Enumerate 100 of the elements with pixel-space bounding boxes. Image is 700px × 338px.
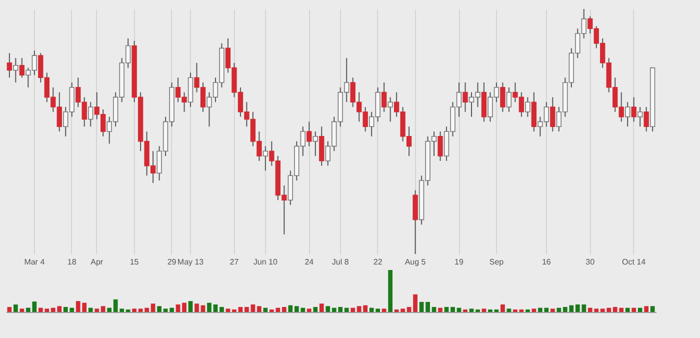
bar xyxy=(519,309,524,312)
bar xyxy=(500,304,505,312)
bar xyxy=(400,308,405,312)
candlestick xyxy=(19,58,25,78)
bar xyxy=(250,304,256,312)
candlestick xyxy=(88,102,94,128)
bar xyxy=(94,308,100,312)
bar xyxy=(257,306,262,312)
bar xyxy=(344,308,349,312)
bar xyxy=(476,309,480,312)
candlestick xyxy=(438,131,443,162)
bar xyxy=(506,308,512,312)
bar xyxy=(88,308,93,312)
bar xyxy=(20,308,24,312)
candlestick xyxy=(312,131,318,156)
bar xyxy=(625,308,630,312)
bar xyxy=(150,304,156,312)
candlestick xyxy=(631,96,636,122)
x-tick-label: Apr xyxy=(90,258,104,266)
bar xyxy=(419,302,424,312)
bar xyxy=(438,308,442,312)
bar xyxy=(132,308,136,312)
bar xyxy=(176,304,180,312)
bar xyxy=(188,301,193,312)
bar xyxy=(319,304,324,312)
x-tick-label: 30 xyxy=(586,258,596,266)
bar xyxy=(244,306,249,312)
bar xyxy=(288,305,293,312)
bar xyxy=(7,306,12,312)
bar xyxy=(413,294,418,312)
candlestick xyxy=(462,82,468,112)
bar xyxy=(350,308,356,312)
candlestick xyxy=(506,86,512,112)
bar xyxy=(450,306,455,312)
bar xyxy=(107,308,112,312)
bar xyxy=(406,306,412,312)
candlestick xyxy=(550,96,556,132)
bar xyxy=(213,304,218,312)
bar xyxy=(13,304,18,312)
bar xyxy=(207,302,212,312)
bar xyxy=(513,309,518,312)
bar xyxy=(650,306,655,312)
x-tick-label: Aug 5 xyxy=(404,258,426,266)
x-tick-label: 29 xyxy=(167,258,177,266)
candlestick xyxy=(644,106,649,132)
x-tick-label: 15 xyxy=(130,258,140,266)
bar xyxy=(194,304,199,312)
candlestick xyxy=(306,121,312,147)
bar xyxy=(232,309,236,312)
x-tick-label: Jul 8 xyxy=(332,258,350,266)
x-tick-label: 22 xyxy=(373,258,383,266)
candlestick xyxy=(388,96,393,122)
bar xyxy=(532,308,536,312)
bar xyxy=(226,308,230,312)
bar xyxy=(220,306,224,312)
candlestick xyxy=(262,146,268,172)
bar xyxy=(394,309,399,312)
candlestick xyxy=(525,96,530,118)
bar xyxy=(306,308,312,312)
x-tick-label: 16 xyxy=(542,258,552,266)
bar xyxy=(444,306,449,312)
bar xyxy=(100,306,106,312)
bar xyxy=(469,308,474,312)
bar xyxy=(326,306,330,312)
x-tick-label: Sep xyxy=(489,258,504,266)
bar xyxy=(126,309,130,312)
bar xyxy=(432,306,436,312)
bar xyxy=(526,309,530,312)
x-tick-label: Mar 4 xyxy=(24,258,46,266)
bar xyxy=(494,309,499,312)
bar xyxy=(632,308,636,312)
bar xyxy=(238,306,243,312)
candlestick xyxy=(381,82,387,112)
x-tick-label: 27 xyxy=(230,258,240,266)
candlestick xyxy=(625,102,630,128)
bar xyxy=(282,306,286,312)
bar xyxy=(638,308,642,312)
bar xyxy=(463,309,468,312)
bar xyxy=(426,302,430,312)
bar xyxy=(388,270,393,312)
x-tick-label: Jun 10 xyxy=(253,258,278,266)
bar xyxy=(550,308,555,312)
candlestick xyxy=(13,58,18,83)
bar xyxy=(556,308,562,312)
bar xyxy=(144,308,149,312)
candlestick xyxy=(500,82,506,112)
bar xyxy=(488,309,492,312)
bar xyxy=(182,302,186,312)
bar xyxy=(138,308,143,312)
bar xyxy=(382,308,386,312)
x-tick-label: 24 xyxy=(304,258,314,266)
x-tick-label: Oct 14 xyxy=(622,258,646,266)
bar xyxy=(163,308,168,312)
bar xyxy=(170,308,174,312)
candlestick xyxy=(637,106,643,128)
bar xyxy=(482,308,486,312)
bar xyxy=(157,306,162,312)
candlestick xyxy=(6,52,12,78)
x-tick-label: 19 xyxy=(454,258,464,266)
x-tick-label: May 13 xyxy=(177,258,204,266)
